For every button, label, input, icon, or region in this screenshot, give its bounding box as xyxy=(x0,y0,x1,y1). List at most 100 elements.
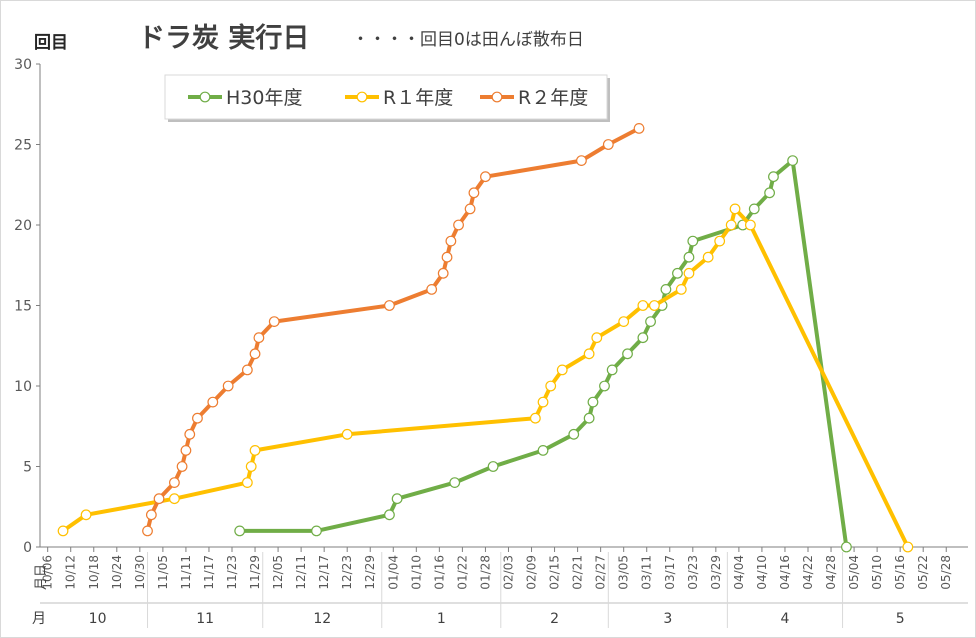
month-label: 1 xyxy=(437,611,446,627)
data-point xyxy=(57,525,69,537)
x-tick-label: 05/16 xyxy=(893,555,907,590)
data-point xyxy=(249,348,261,360)
x-tick-label: 04/04 xyxy=(732,555,746,590)
data-point xyxy=(153,493,165,505)
data-point xyxy=(253,332,265,344)
x-tick-label: 01/10 xyxy=(409,555,423,590)
x-tick-label: 11/23 xyxy=(225,555,239,590)
data-point xyxy=(449,477,461,489)
data-point xyxy=(606,364,618,376)
month-label: 10 xyxy=(89,611,107,627)
data-point xyxy=(768,171,779,183)
y-tick-label: 5 xyxy=(23,460,32,476)
data-point xyxy=(633,122,645,134)
x-tick-label: 04/10 xyxy=(755,555,769,590)
data-point xyxy=(245,461,257,472)
data-point xyxy=(537,445,549,456)
data-point xyxy=(311,525,322,537)
x-tick-label: 01/22 xyxy=(455,555,469,590)
data-point xyxy=(683,267,695,279)
data-point xyxy=(437,267,449,279)
x-tick-label: 12/11 xyxy=(294,555,308,590)
y-tick-label: 0 xyxy=(23,540,32,556)
data-point xyxy=(683,251,695,263)
data-point xyxy=(591,332,603,344)
x-tick-label: 01/04 xyxy=(386,555,400,590)
x-tick-label: 05/28 xyxy=(939,555,953,590)
data-point xyxy=(714,235,726,247)
data-point xyxy=(480,171,491,183)
data-point xyxy=(184,428,196,440)
data-point xyxy=(241,477,253,489)
data-point xyxy=(902,541,914,553)
data-point xyxy=(426,284,438,295)
x-tick-label: 04/28 xyxy=(824,555,838,590)
x-tick-label: 02/09 xyxy=(525,555,539,590)
data-point xyxy=(487,461,499,472)
data-point xyxy=(622,348,633,360)
data-point xyxy=(672,267,683,279)
data-point xyxy=(180,445,192,456)
chart-title: ドラ炭 実行日 xyxy=(138,22,309,54)
data-point xyxy=(599,380,610,392)
x-tick-label: 03/05 xyxy=(617,555,631,590)
data-point xyxy=(234,525,246,537)
y-tick-label: 30 xyxy=(14,57,32,73)
legend-swatch-marker xyxy=(356,91,368,103)
x-tick-label: 10/24 xyxy=(110,555,124,590)
x-tick-label: 05/04 xyxy=(847,555,861,590)
x-tick-label: 01/28 xyxy=(478,555,492,590)
data-point xyxy=(445,235,457,247)
data-point xyxy=(649,300,660,311)
series-3 xyxy=(142,122,645,537)
data-point xyxy=(207,396,219,408)
data-point xyxy=(764,187,775,199)
data-point xyxy=(787,155,799,167)
legend-box xyxy=(164,74,608,120)
x-tick-label: 02/15 xyxy=(548,555,562,590)
data-point xyxy=(464,203,476,215)
data-point xyxy=(602,139,614,150)
x-tick-label: 02/21 xyxy=(571,555,585,590)
chart-subtitle: ・・・・回目0は田んぼ散布日 xyxy=(352,30,584,50)
data-point xyxy=(453,219,464,231)
data-point xyxy=(729,203,741,215)
month-label: 5 xyxy=(896,611,905,627)
data-point xyxy=(841,541,852,553)
x-tick-label: 03/23 xyxy=(686,555,700,590)
data-point xyxy=(725,219,737,231)
x-tick-label: 12/05 xyxy=(271,555,285,590)
y-tick-label: 20 xyxy=(14,218,32,234)
data-point xyxy=(568,428,580,440)
legend-label: H30年度 xyxy=(226,87,302,109)
data-point xyxy=(268,316,280,328)
y-tick-label: 15 xyxy=(14,299,32,315)
data-point xyxy=(384,300,395,311)
data-point xyxy=(637,300,649,311)
data-point xyxy=(80,509,92,521)
x-tick-label: 04/22 xyxy=(801,555,815,590)
x-axis-month-label: 月 xyxy=(32,611,46,627)
data-point xyxy=(176,461,188,472)
data-point xyxy=(587,396,599,408)
data-point xyxy=(384,509,395,521)
data-point xyxy=(192,412,203,424)
series-layer xyxy=(57,122,914,553)
x-tick-label: 05/10 xyxy=(870,555,884,590)
data-point xyxy=(249,445,261,456)
data-point xyxy=(468,187,480,199)
data-point xyxy=(168,477,180,489)
y-tick-label: 10 xyxy=(14,379,32,395)
x-tick-label: 02/03 xyxy=(501,555,515,590)
month-label: 12 xyxy=(313,611,331,627)
y-axis-label: 回目 xyxy=(34,33,68,53)
legend-swatch-marker xyxy=(491,91,503,103)
data-point xyxy=(660,284,672,295)
x-axis-day-label: 月日 xyxy=(34,564,49,590)
month-label: 4 xyxy=(780,611,789,627)
data-point xyxy=(748,203,760,215)
data-point xyxy=(241,364,253,376)
data-point xyxy=(145,509,157,521)
